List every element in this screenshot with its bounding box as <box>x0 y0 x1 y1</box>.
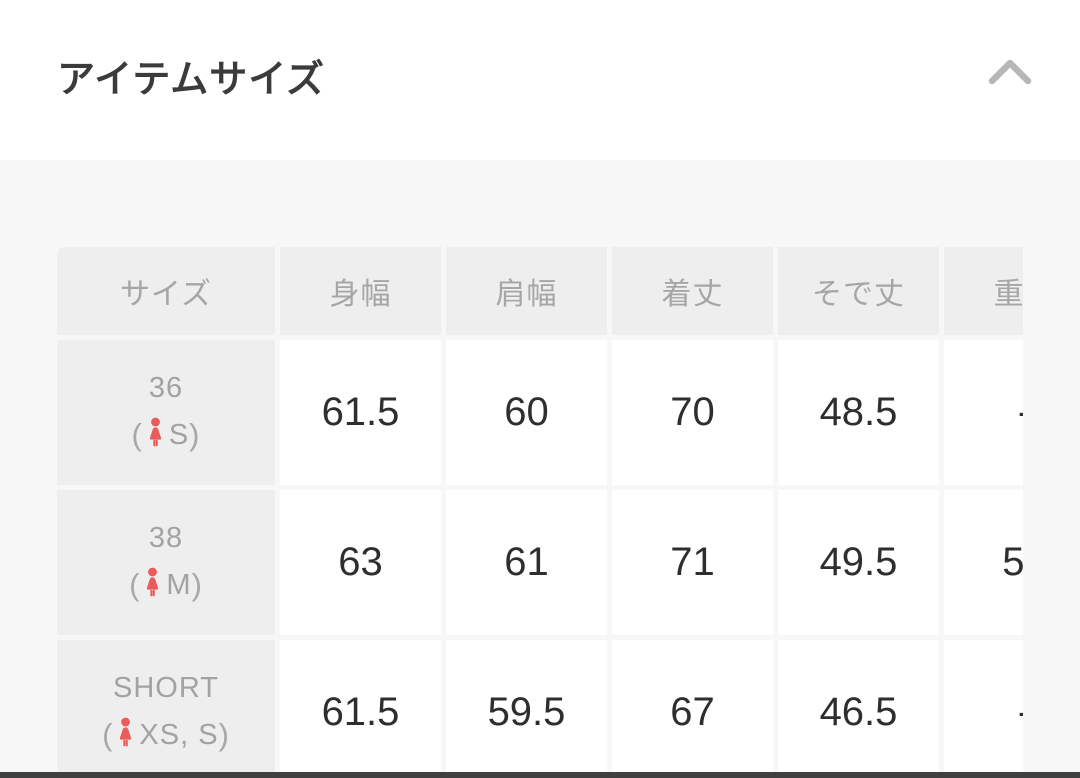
cell-38-sleeve: 49.5 <box>778 490 939 635</box>
cell-38-length: 71 <box>612 490 773 635</box>
female-figure-icon <box>120 717 132 747</box>
cell-short-length: 67 <box>612 640 773 778</box>
cell-38-body-width: 63 <box>280 490 441 635</box>
fit-line: ( M) <box>129 567 203 603</box>
header-cell-size: サイズ <box>57 247 275 335</box>
female-figure-icon <box>147 567 159 597</box>
size-label-cell: 36 ( S) <box>57 340 275 485</box>
cell-short-weight: - <box>944 640 1023 778</box>
cell-36-body-width: 61.5 <box>280 340 441 485</box>
paren-open: ( <box>131 417 143 452</box>
chevron-up-icon <box>988 59 1032 85</box>
section-body: サイズ 身幅 肩幅 着丈 そで丈 重量 36 ( <box>0 160 1080 778</box>
collapse-section-button[interactable] <box>980 42 1040 102</box>
cell-38-weight: 56 <box>944 490 1023 635</box>
cell-36-weight: - <box>944 340 1023 485</box>
size-code: 38 <box>148 522 184 554</box>
fit-label: S <box>168 418 190 451</box>
header-cell-sleeve: そで丈 <box>778 247 939 335</box>
paren-open: ( <box>102 717 114 752</box>
paren-close: ) <box>191 567 203 602</box>
page-title: アイテムサイズ <box>57 59 326 101</box>
fit-line: ( S) <box>132 417 201 453</box>
cell-38-shoulder: 61 <box>446 490 607 635</box>
fit-line: ( XS, S) <box>102 717 230 753</box>
paren-open: ( <box>129 567 141 602</box>
bottom-divider <box>0 772 1080 778</box>
cell-short-sleeve: 46.5 <box>778 640 939 778</box>
cell-36-sleeve: 48.5 <box>778 340 939 485</box>
section-header: アイテムサイズ <box>0 0 1080 160</box>
fit-label: XS, S <box>139 718 219 751</box>
size-label-cell: 38 ( M) <box>57 490 275 635</box>
paren-close: ) <box>189 417 201 452</box>
header-cell-shoulder: 肩幅 <box>446 247 607 335</box>
size-code: SHORT <box>113 672 219 704</box>
female-figure-icon <box>149 417 162 447</box>
size-code: 36 <box>148 372 184 404</box>
cell-36-shoulder: 60 <box>446 340 607 485</box>
cell-short-body-width: 61.5 <box>280 640 441 778</box>
paren-close: ) <box>218 717 230 752</box>
cell-36-length: 70 <box>612 340 773 485</box>
size-table: サイズ 身幅 肩幅 着丈 そで丈 重量 36 ( <box>57 247 1023 778</box>
header-cell-body-width: 身幅 <box>280 247 441 335</box>
fit-label: M <box>166 568 192 601</box>
cell-short-shoulder: 59.5 <box>446 640 607 778</box>
size-label-cell: SHORT ( XS, S) <box>57 640 275 778</box>
size-table-scroll-container[interactable]: サイズ 身幅 肩幅 着丈 そで丈 重量 36 ( <box>57 247 1023 778</box>
header-cell-length: 着丈 <box>612 247 773 335</box>
header-cell-weight: 重量 <box>944 247 1023 335</box>
